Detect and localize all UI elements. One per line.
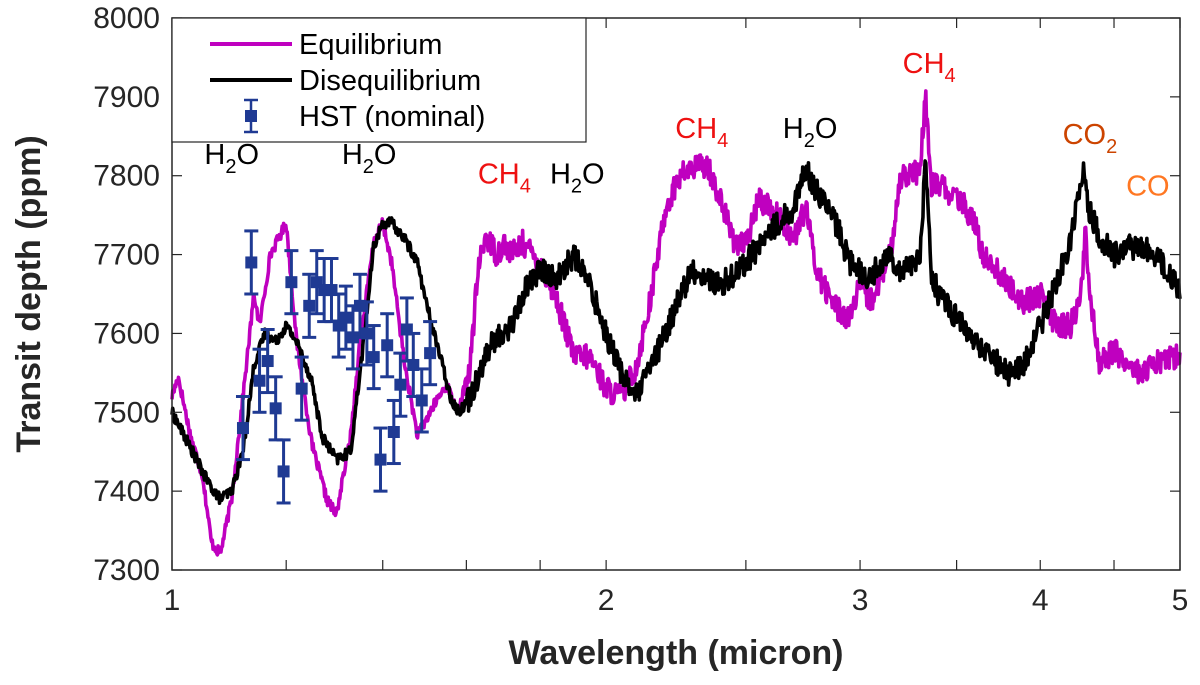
molecule-label-base: CH	[675, 113, 717, 145]
molecule-label: H2O	[550, 159, 605, 198]
molecule-label-subscript: 2	[363, 156, 374, 178]
y-tick-label: 7500	[93, 396, 160, 429]
molecule-label-tail: O	[374, 139, 397, 171]
legend-label-hst: HST (nominal)	[299, 101, 485, 133]
molecule-label-base: CO	[1063, 119, 1107, 151]
hst-point	[285, 276, 298, 289]
hst-point	[367, 351, 380, 364]
molecule-label-subscript: 2	[225, 156, 236, 178]
x-axis-title: Wavelength (micron)	[509, 634, 844, 672]
molecule-label-subscript: 4	[717, 130, 728, 152]
molecule-label: H2O	[342, 139, 397, 178]
molecule-label-base: CO	[1126, 170, 1170, 202]
y-tick-label: 7900	[93, 81, 160, 114]
y-axis-title: Transit depth (ppm)	[10, 135, 48, 452]
x-tick-label: 5	[1172, 584, 1189, 617]
molecule-label-base: H	[550, 159, 571, 191]
molecule-label-base: CH	[478, 159, 520, 191]
legend-swatch-hst-marker	[245, 110, 257, 122]
molecule-label-base: H	[783, 113, 804, 145]
series-line-equilibrium	[170, 89, 1182, 557]
legend-label-disequilibrium: Disequilibrium	[299, 65, 481, 97]
molecule-label: CH4	[478, 159, 531, 198]
molecule-label-subscript: 2	[571, 176, 582, 198]
molecule-label-subscript: 4	[520, 176, 531, 198]
x-tick-label: 2	[598, 584, 615, 617]
plot-frame	[171, 17, 1181, 571]
molecule-label-base: CH	[903, 48, 945, 80]
hst-point	[253, 374, 266, 387]
hst-point	[269, 402, 282, 415]
molecule-label-subscript: 2	[804, 130, 815, 152]
legend-box	[171, 17, 587, 143]
hst-point	[424, 347, 437, 360]
hst-point	[360, 327, 373, 340]
hst-point	[387, 426, 400, 438]
legend-label-equilibrium: Equilibrium	[299, 29, 442, 61]
molecule-label-subscript: 2	[1106, 136, 1117, 158]
molecule-label-tail: O	[582, 159, 605, 191]
hst-point	[261, 355, 274, 368]
molecule-label: CH4	[675, 113, 728, 152]
molecule-label-subscript: 4	[945, 65, 956, 87]
molecule-label-tail: O	[236, 139, 259, 171]
molecule-label: H2O	[783, 113, 838, 152]
legend: Equilibrium Disequilibrium HST (nominal)	[171, 17, 587, 143]
y-tick-label: 7600	[93, 317, 160, 350]
molecule-label-base: H	[342, 139, 363, 171]
molecule-label: H2O	[204, 139, 259, 178]
hst-point	[374, 453, 387, 466]
y-tick-label: 8000	[93, 2, 160, 35]
hst-point	[245, 256, 258, 269]
hst-point	[415, 394, 428, 407]
y-tick-label: 7800	[93, 160, 160, 193]
hst-point	[303, 299, 316, 312]
molecule-label-tail: O	[815, 113, 838, 145]
hst-point	[339, 311, 352, 324]
x-tick-label: 4	[1032, 584, 1049, 617]
hst-point	[295, 382, 308, 395]
molecule-label: CO2	[1063, 119, 1118, 158]
molecule-label: CH4	[903, 48, 956, 87]
series-line-disequilibrium	[170, 159, 1182, 506]
x-tick-label: 3	[852, 584, 869, 617]
molecule-label: CO	[1126, 170, 1170, 202]
hst-point	[394, 378, 407, 391]
y-tick-label: 7300	[93, 554, 160, 587]
x-tick-label: 1	[164, 584, 181, 617]
hst-point	[236, 422, 249, 435]
molecule-label-base: H	[204, 139, 225, 171]
y-tick-label: 7700	[93, 239, 160, 272]
hst-point	[277, 465, 290, 478]
y-tick-label: 7400	[93, 475, 160, 508]
hst-point	[381, 339, 394, 352]
